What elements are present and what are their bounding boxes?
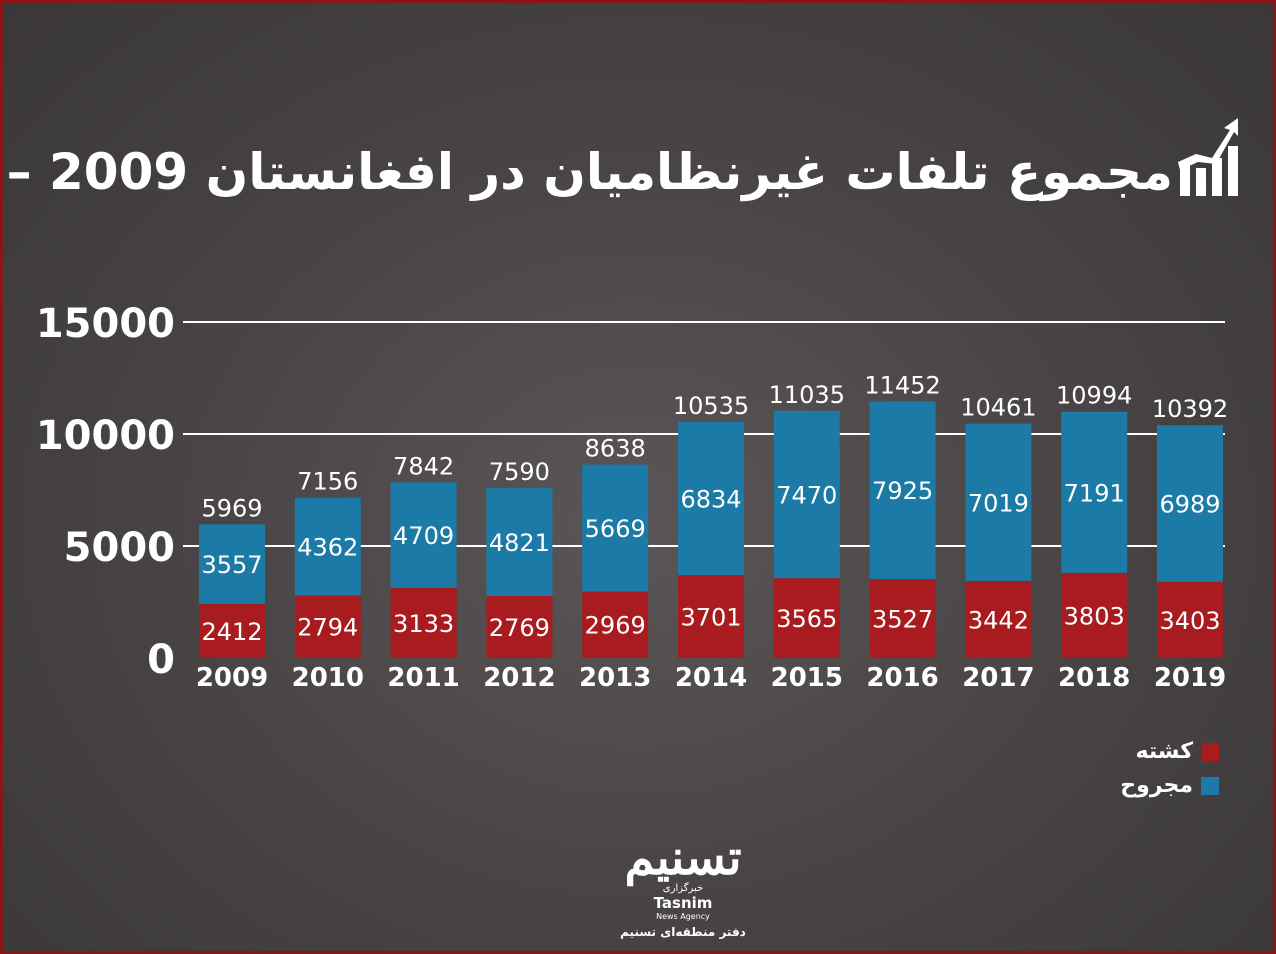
bar-injured <box>1157 425 1223 582</box>
bar-injured <box>965 423 1032 581</box>
data-label-injured: 4821 <box>489 529 550 557</box>
data-label-total: 7590 <box>489 458 550 486</box>
bar-killed <box>678 575 744 658</box>
x-tick-label: 2014 <box>675 663 747 693</box>
logo-tagline: News Agency <box>656 912 710 921</box>
bar-killed <box>486 595 553 658</box>
logo-office: دفتر منطقه‌ای تسنیم <box>620 925 746 939</box>
data-label-injured: 7470 <box>776 481 837 509</box>
bar-killed <box>965 580 1032 658</box>
data-label-killed: 2769 <box>489 614 550 642</box>
x-tick-label: 2015 <box>771 663 843 693</box>
y-tick-label: 15000 <box>36 301 175 347</box>
x-tick-label: 2013 <box>579 663 651 693</box>
bar-injured <box>294 497 361 596</box>
data-label-killed: 2969 <box>585 612 646 640</box>
data-label-injured: 4709 <box>393 522 454 550</box>
data-label-total: 7156 <box>297 468 358 496</box>
bar-killed <box>294 595 361 658</box>
data-label-killed: 3565 <box>776 605 837 633</box>
growth-chart-icon <box>1178 118 1238 196</box>
data-label-killed: 3701 <box>680 604 741 632</box>
y-tick-label: 10000 <box>36 413 175 459</box>
data-label-injured: 7925 <box>872 477 933 505</box>
x-tick-label: 2010 <box>292 663 364 693</box>
bar-injured <box>582 464 649 592</box>
data-label-total: 10392 <box>1152 395 1228 423</box>
data-label-total: 10461 <box>960 394 1036 422</box>
bar-killed <box>1157 581 1223 658</box>
legend-label-killed: کشته <box>1135 739 1193 764</box>
chart-title: مجموع تلفات غیرنظامیان در افغانستان 2009… <box>3 143 1173 201</box>
data-label-total: 11035 <box>769 381 845 409</box>
data-label-total: 10994 <box>1056 382 1132 410</box>
x-tick-label: 2016 <box>866 663 938 693</box>
bar-injured <box>678 422 744 576</box>
logo-agency-fa: خبرگزاری <box>662 883 704 894</box>
data-label-killed: 3403 <box>1159 607 1220 635</box>
x-tick-label: 2009 <box>196 663 268 693</box>
data-label-injured: 5669 <box>585 515 646 543</box>
legend-swatch-injured <box>1201 776 1219 795</box>
data-label-total: 11452 <box>864 371 940 399</box>
bar-injured <box>1061 411 1128 573</box>
data-label-injured: 7019 <box>968 489 1029 517</box>
bar-injured <box>773 410 840 579</box>
data-label-total: 8638 <box>585 435 646 463</box>
bar-injured <box>869 401 936 579</box>
logo-name-en: Tasnim <box>653 894 713 912</box>
tasnim-logo: تسنیم خبرگزاری Tasnim News Agency دفتر م… <box>603 833 763 939</box>
bar-killed <box>1061 572 1128 658</box>
data-label-killed: 3527 <box>872 605 933 633</box>
legend-label-injured: مجروح <box>1120 773 1193 798</box>
y-tick-label: 5000 <box>64 525 175 571</box>
data-label-total: 5969 <box>201 494 262 522</box>
data-label-injured: 4362 <box>297 534 358 562</box>
bar-killed <box>199 603 265 658</box>
legend-swatch-killed <box>1201 742 1219 761</box>
data-label-total: 10535 <box>673 392 749 420</box>
data-label-total: 7842 <box>393 452 454 480</box>
x-tick-label: 2012 <box>483 663 555 693</box>
data-label-killed: 3803 <box>1064 602 1125 630</box>
data-label-injured: 6834 <box>680 486 741 514</box>
bar-killed <box>582 591 649 658</box>
bar-killed <box>773 578 840 658</box>
data-label-killed: 3133 <box>393 610 454 638</box>
x-tick-label: 2018 <box>1058 663 1130 693</box>
data-label-injured: 3557 <box>201 551 262 579</box>
bar-killed <box>390 587 457 658</box>
bar-injured <box>486 487 553 596</box>
y-tick-label: 0 <box>147 637 175 683</box>
legend-injured: مجروح <box>1120 773 1219 798</box>
bar-injured <box>390 482 457 588</box>
x-tick-label: 2011 <box>387 663 459 693</box>
bar-killed <box>869 578 936 658</box>
stacked-bar-chart: 0 5000 10000 15000 2412 3557 5969 2009 2794 4362 7… <box>36 301 1228 693</box>
x-tick-label: 2019 <box>1154 663 1226 693</box>
legend-killed: کشته <box>1135 739 1219 764</box>
data-label-injured: 7191 <box>1064 479 1125 507</box>
data-label-killed: 2412 <box>201 618 262 646</box>
data-label-injured: 6989 <box>1159 490 1220 518</box>
data-label-killed: 2794 <box>297 614 358 642</box>
data-label-killed: 3442 <box>968 606 1029 634</box>
logo-mark: تسنیم <box>624 830 742 886</box>
infographic: مجموع تلفات غیرنظامیان در افغانستان 2009… <box>3 3 1273 951</box>
x-tick-label: 2017 <box>962 663 1034 693</box>
bar-injured <box>199 524 265 604</box>
